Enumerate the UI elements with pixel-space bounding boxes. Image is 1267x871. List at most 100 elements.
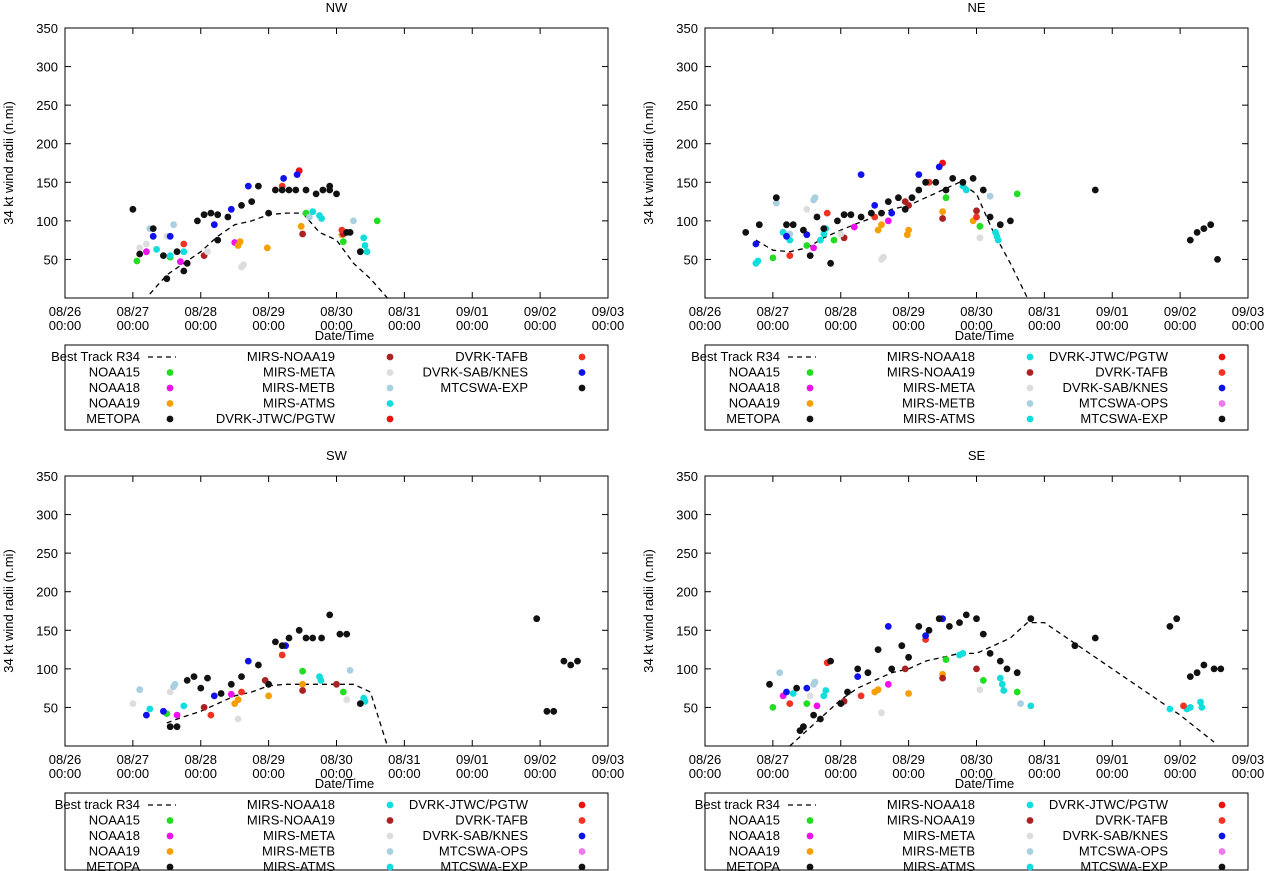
x-tick-label-time: 00:00 <box>1164 318 1197 333</box>
x-tick-label-date: 09/02 <box>1164 304 1197 319</box>
x-tick-label-date: 09/03 <box>1232 752 1265 767</box>
x-tick-label-time: 00:00 <box>524 318 557 333</box>
series-noaa15 <box>769 190 1021 262</box>
data-point <box>772 199 780 207</box>
series-dvrk-sab-knes <box>783 615 946 696</box>
data-point <box>878 709 885 717</box>
data-point <box>854 673 862 680</box>
data-point <box>183 259 191 267</box>
x-tick-label-time: 00:00 <box>824 766 857 781</box>
data-point <box>166 232 174 240</box>
legend-label: MIRS-NOAA19 <box>247 813 335 828</box>
legend-label: MIRS-METB <box>262 844 335 859</box>
data-point <box>149 225 157 233</box>
legend-label: MIRS-METB <box>262 380 335 395</box>
x-tick-label-time: 00:00 <box>1164 766 1197 781</box>
legend-label: NOAA18 <box>89 380 140 395</box>
y-tick-label: 50 <box>44 252 58 267</box>
y-tick-label: 200 <box>676 585 698 600</box>
series-noaa19 <box>231 680 306 707</box>
legend-label: DVRK-JTWC/PGTW <box>1049 797 1169 812</box>
series-mirs-atms <box>153 208 371 259</box>
data-point <box>333 190 340 198</box>
legend-swatch-dot <box>166 863 174 871</box>
data-point <box>339 688 347 696</box>
x-tick-label-time: 00:00 <box>592 766 625 781</box>
legend-swatch-dot <box>386 817 394 824</box>
data-point <box>915 186 923 194</box>
data-point <box>183 677 191 684</box>
best-track-line <box>166 683 389 746</box>
data-point <box>969 175 977 182</box>
data-point <box>285 186 293 194</box>
data-point <box>567 661 575 669</box>
x-tick-label-time: 00:00 <box>320 318 353 333</box>
x-tick-label-time: 00:00 <box>184 318 217 333</box>
series-mirs-meta <box>129 688 351 723</box>
legend-swatch-dot <box>806 415 814 423</box>
x-tick-label-time: 00:00 <box>1232 318 1265 333</box>
data-point <box>272 186 279 194</box>
legend-label: MIRS-NOAA18 <box>247 797 335 812</box>
data-point <box>850 223 858 231</box>
data-point <box>343 696 351 704</box>
data-point <box>973 207 980 215</box>
legend-swatch-dot <box>806 863 814 871</box>
data-point <box>319 186 327 194</box>
data-point <box>173 248 181 256</box>
legend-swatch-dot <box>806 832 814 840</box>
data-point <box>973 213 980 221</box>
series-noaa18 <box>779 680 892 710</box>
y-axis-label: 34 kt wind radii (n.mi) <box>641 549 656 673</box>
data-point <box>238 202 245 209</box>
data-point <box>190 673 198 680</box>
data-point <box>754 257 762 265</box>
panel-ne: NE5010015020025030035008/2600:0008/2700:… <box>641 0 1265 431</box>
legend-label: MIRS-METB <box>902 396 975 411</box>
data-point <box>204 248 211 256</box>
legend-swatch-dot <box>1218 801 1226 809</box>
panel-title: NE <box>967 0 985 15</box>
x-tick-label-date: 09/03 <box>1232 304 1265 319</box>
legend-swatch-dot <box>1218 415 1226 423</box>
data-point <box>837 700 845 707</box>
y-tick-label: 250 <box>676 546 698 561</box>
legend-label: DVRK-TAFB <box>1095 365 1168 380</box>
legend-label: MIRS-ATMS <box>903 411 975 426</box>
legend-label: DVRK-TAFB <box>455 349 528 364</box>
data-point <box>830 236 838 244</box>
data-point <box>840 211 848 219</box>
data-point <box>302 186 310 194</box>
data-point <box>810 711 817 719</box>
x-tick-label-time: 00:00 <box>1028 766 1061 781</box>
data-point <box>864 669 872 677</box>
data-point <box>996 221 1004 229</box>
data-point <box>806 692 814 700</box>
data-point <box>333 680 340 688</box>
x-tick-label-time: 00:00 <box>824 318 857 333</box>
panel-sw: SW5010015020025030035008/2600:0008/2700:… <box>1 448 624 871</box>
x-tick-label-time: 00:00 <box>689 318 722 333</box>
series-mirs-meta <box>136 232 247 271</box>
data-point <box>356 700 364 707</box>
legend-label: MIRS-META <box>263 365 335 380</box>
data-point <box>935 615 943 623</box>
x-tick-label-date: 08/31 <box>388 752 421 767</box>
data-point <box>255 661 262 669</box>
legend-label: NOAA15 <box>729 365 780 380</box>
x-tick-label-time: 00:00 <box>1096 766 1129 781</box>
data-point <box>878 221 885 229</box>
data-point <box>800 226 807 234</box>
data-point <box>793 684 800 692</box>
data-point <box>272 638 279 646</box>
legend-label: MIRS-ATMS <box>903 859 975 871</box>
legend-label: Best Track R34 <box>51 349 140 364</box>
data-point <box>263 244 271 252</box>
x-tick-label-date: 08/27 <box>117 752 150 767</box>
data-point <box>884 198 892 206</box>
data-point <box>170 221 178 229</box>
x-tick-label-date: 09/01 <box>456 752 489 767</box>
series-noaa19 <box>874 208 977 239</box>
